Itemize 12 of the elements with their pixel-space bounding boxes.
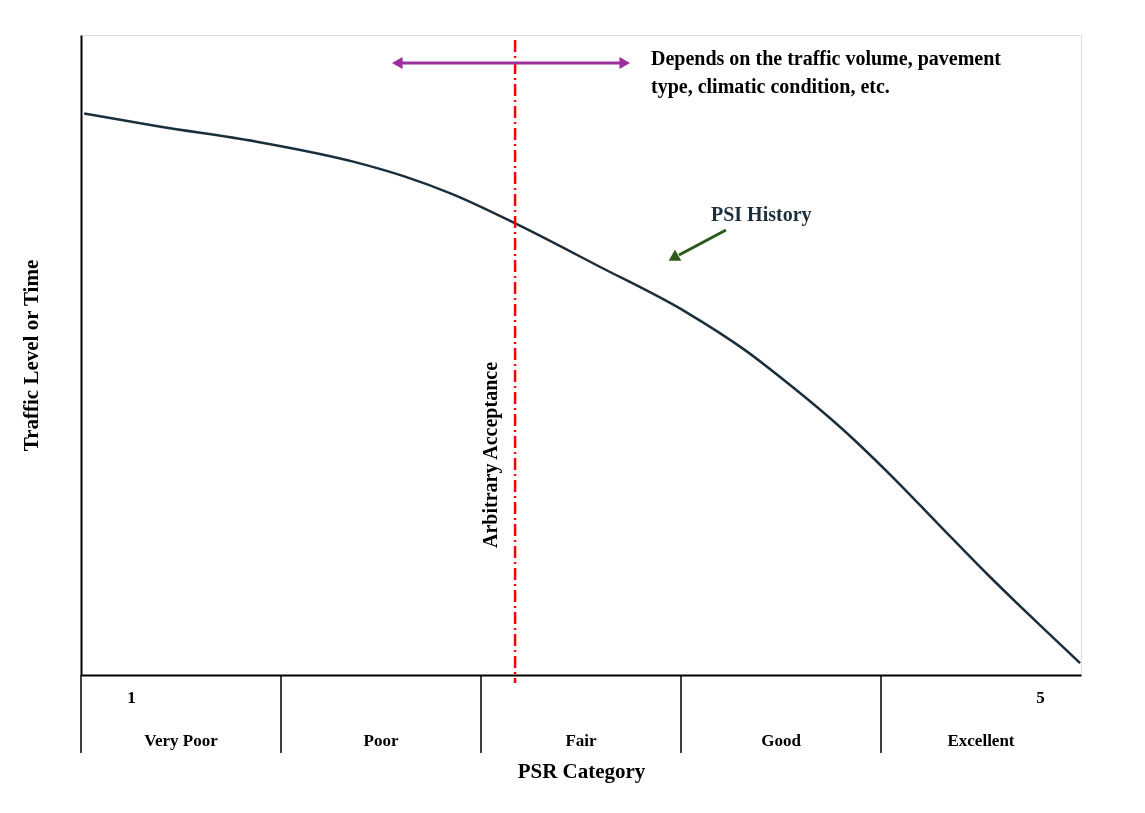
text: Depends on the traffic volume, pavement type, climatic condition, etc. <box>651 47 1002 98</box>
x-tick-label: 5 <box>1036 687 1045 707</box>
text: PSI History <box>711 203 812 226</box>
text: Fair <box>565 731 598 750</box>
text: Poor <box>363 731 399 750</box>
x-axis-title: PSR Category <box>517 758 646 783</box>
ref-line-label: Arbitrary Acceptance <box>479 361 503 549</box>
text: Very Poor <box>144 731 219 750</box>
x-tick-label: 1 <box>127 687 136 707</box>
text: Good <box>761 731 802 750</box>
y-axis-title: Traffic Level or Time <box>18 259 43 452</box>
text: Excellent <box>947 731 1015 750</box>
